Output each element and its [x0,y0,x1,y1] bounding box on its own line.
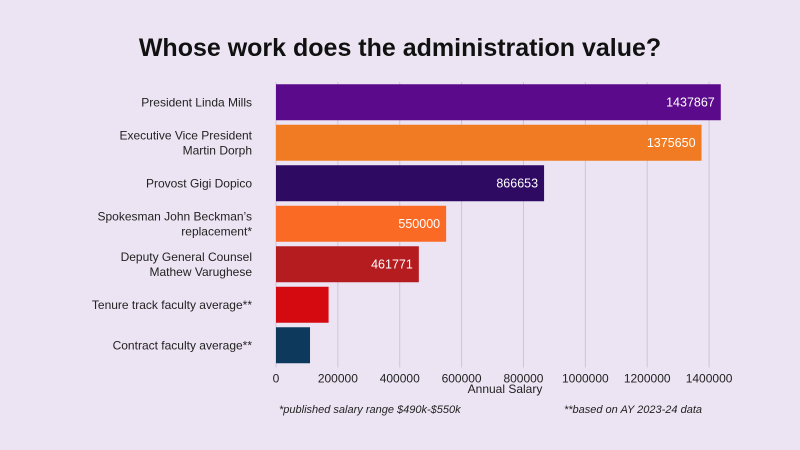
data-label: 866653 [496,176,538,190]
data-label: 461771 [371,257,413,271]
x-tick-label: 200000 [318,372,358,386]
x-tick-label: 1200000 [624,372,671,386]
data-label: 1375650 [647,136,696,150]
footnote-data-source: **based on AY 2023-24 data [563,404,702,416]
chart-title: Whose work does the administration value… [138,34,662,62]
category-labels: President Linda Mills Executive Vice Pres… [92,95,253,352]
category-label: Contract faculty average** [113,338,253,352]
bar [276,124,702,161]
x-axis-label: Annual Salary [468,382,543,396]
category-label: replacement* [181,224,252,238]
category-label: Spokesman John Beckman’s [97,209,252,223]
data-label: 1437867 [666,95,715,109]
bar [276,286,329,323]
category-label: Deputy General Counsel [121,250,252,264]
bars: 1437867 1375650 866653 550000 461771 [276,84,721,364]
category-label: Tenure track faculty average** [92,298,252,312]
footnote-salary-range: *published salary range $490k-$550k [279,404,461,416]
data-label: 550000 [398,217,440,231]
bar [276,205,447,242]
category-label: Executive Vice President [119,128,252,142]
x-axis-ticks: 0 200000 400000 600000 800000 1000000 1200000 1… [273,372,733,386]
x-tick-label: 400000 [380,372,420,386]
x-tick-label: 600000 [442,372,482,386]
category-label: Provost Gigi Dopico [146,176,252,190]
x-tick-label: 0 [273,372,280,386]
x-tick-label: 1000000 [562,372,609,386]
bar [276,165,545,202]
bar [276,84,721,121]
category-label: Mathew Varughese [149,265,252,279]
category-label: President Linda Mills [141,95,252,109]
category-label: Martin Dorph [183,143,252,157]
bar [276,327,311,364]
x-tick-label: 800000 [503,372,543,386]
x-tick-label: 1400000 [686,372,733,386]
bar [276,246,419,283]
